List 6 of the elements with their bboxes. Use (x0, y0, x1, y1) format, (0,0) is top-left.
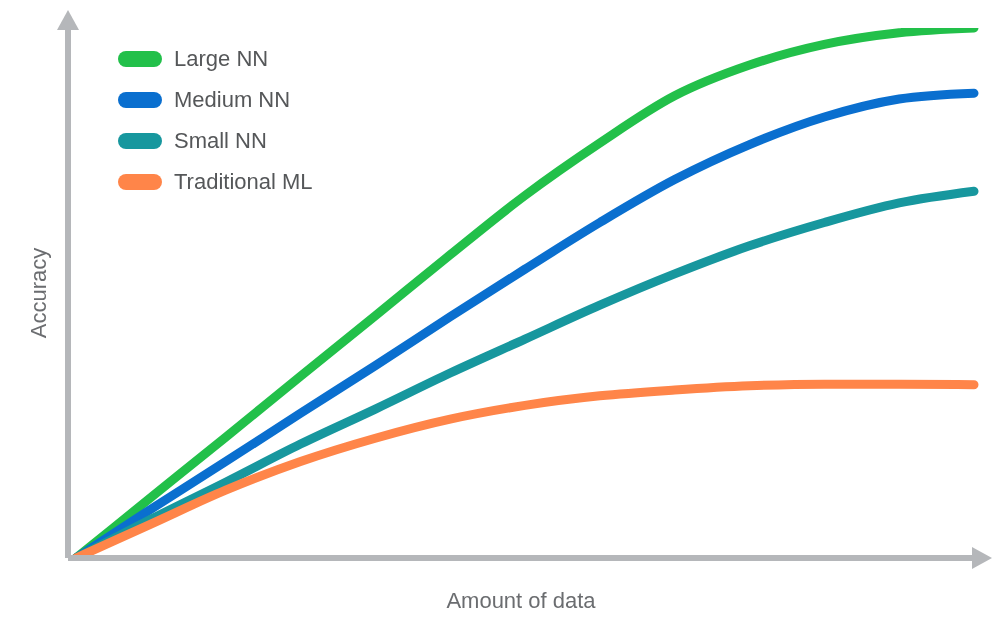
y-axis-title: Accuracy (25, 247, 51, 339)
legend-label: Medium NN (174, 86, 291, 113)
legend-label: Large NN (174, 45, 269, 72)
x-axis-title: Amount of data (446, 588, 597, 613)
legend-label: Small NN (174, 127, 267, 154)
legend-label: Traditional ML (174, 168, 313, 195)
